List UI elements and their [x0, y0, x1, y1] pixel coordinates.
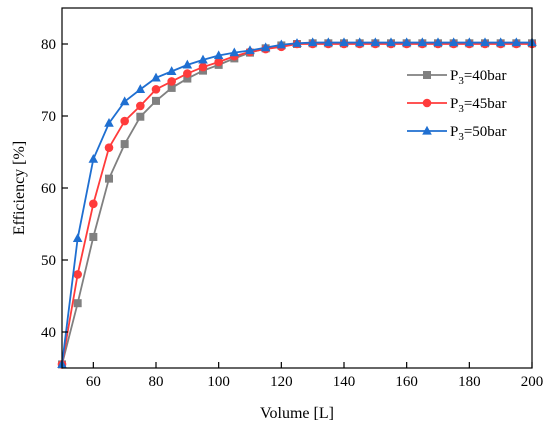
legend-marker [423, 71, 431, 79]
data-point [276, 39, 287, 49]
y-tick-label: 60 [41, 181, 56, 197]
y-tick-label: 70 [41, 109, 56, 125]
legend-label: P3=50bar [450, 124, 506, 143]
data-point [72, 233, 83, 242]
legend-label-sub: 3 [458, 75, 464, 87]
x-tick-label: 80 [149, 374, 164, 390]
legend-label-main: P [450, 124, 458, 140]
data-point [104, 118, 114, 127]
data-point [214, 57, 223, 67]
legend-item: P3=45bar [407, 96, 506, 115]
series-3 [57, 37, 537, 368]
y-tick-label: 80 [41, 37, 56, 53]
x-axis-ticks: 60 80 100 120 140 160 180 200 [86, 362, 543, 390]
data-point [198, 62, 208, 72]
y-tick-label: 50 [41, 253, 56, 269]
data-point [245, 45, 255, 55]
legend-label-sub: 3 [458, 103, 464, 115]
y-axis-ticks: 40 50 60 70 80 [41, 37, 68, 341]
series-2 [57, 39, 537, 369]
legend-marker [422, 125, 432, 135]
legend-label-rest: =40bar [464, 68, 507, 84]
data-point [480, 37, 490, 47]
data-point [448, 37, 459, 47]
legend-label-main: P [450, 68, 458, 84]
data-point [167, 83, 176, 92]
plot-frame [61, 7, 533, 369]
data-point [464, 37, 475, 47]
data-point [213, 50, 224, 60]
x-tick-label: 120 [270, 374, 293, 390]
legend-label-rest: =50bar [464, 124, 507, 140]
plot-marks [57, 37, 537, 369]
legend-item: P3=40bar [407, 68, 506, 87]
data-point [136, 112, 145, 121]
x-tick-label: 180 [458, 374, 481, 390]
x-axis-title: Volume [L] [260, 405, 334, 422]
data-point [370, 37, 381, 47]
data-point [323, 37, 334, 47]
data-point [73, 299, 82, 308]
data-point [183, 74, 192, 83]
x-tick-label: 60 [86, 374, 101, 390]
data-point [401, 37, 412, 47]
legend-label-rest: =45bar [464, 96, 507, 112]
data-point [198, 54, 208, 64]
data-point [386, 37, 396, 47]
data-point [120, 140, 129, 149]
data-point [260, 42, 271, 52]
data-point [119, 96, 130, 106]
data-point [354, 37, 365, 47]
legend-marker [422, 98, 432, 108]
data-point [433, 37, 443, 47]
legend-label: P3=45bar [450, 96, 506, 115]
series-1 [58, 39, 536, 369]
legend-item: P3=50bar [407, 124, 506, 143]
data-point [151, 85, 161, 94]
y-tick-label: 40 [41, 325, 56, 341]
series-line [61, 41, 532, 365]
data-point [166, 66, 177, 75]
data-point [417, 37, 428, 47]
data-point [152, 96, 160, 105]
legend-label-sub: 3 [458, 131, 464, 143]
data-point [151, 72, 161, 82]
series-line [61, 42, 532, 365]
x-tick-label: 100 [207, 374, 230, 390]
data-point [307, 37, 318, 47]
data-point [182, 59, 193, 69]
data-point [136, 101, 145, 111]
x-tick-label: 140 [333, 374, 356, 390]
data-point [88, 154, 99, 163]
data-point [120, 116, 129, 126]
data-point [183, 69, 192, 78]
legend-label: P3=40bar [450, 68, 506, 87]
data-point [229, 47, 240, 57]
data-point [135, 84, 146, 93]
data-point [339, 37, 349, 47]
data-point [167, 77, 176, 86]
legend-label-main: P [450, 96, 458, 112]
data-point [105, 174, 113, 183]
data-point [104, 143, 114, 152]
data-point [89, 232, 98, 241]
y-axis-title: Efficiency [%] [11, 141, 28, 235]
series-line [61, 43, 532, 365]
x-tick-label: 160 [395, 374, 418, 390]
data-point [292, 38, 302, 47]
data-point [495, 37, 506, 47]
x-tick-label: 200 [521, 374, 544, 390]
data-point [73, 270, 82, 279]
data-point [511, 37, 522, 47]
data-point [89, 199, 98, 209]
